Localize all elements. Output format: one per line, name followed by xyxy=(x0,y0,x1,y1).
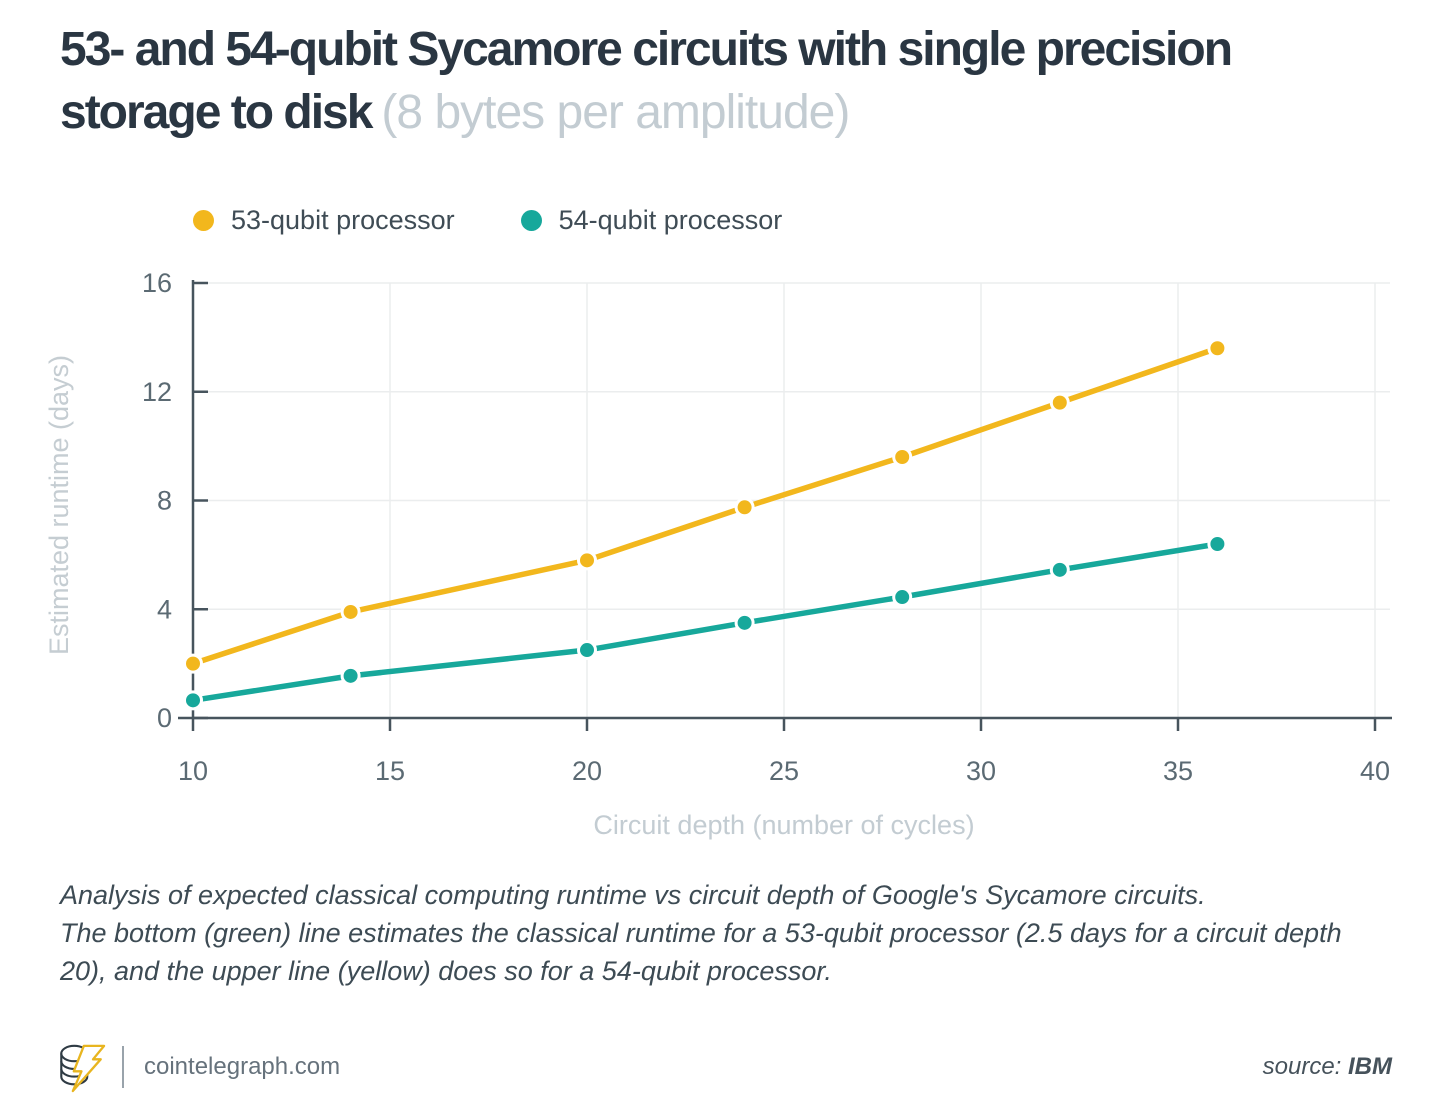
data-point xyxy=(1207,534,1228,554)
y-tick-label: 4 xyxy=(157,594,172,624)
legend-label: 53-qubit processor xyxy=(231,205,455,235)
legend-label: 54-qubit processor xyxy=(558,205,783,235)
data-point xyxy=(1049,559,1070,580)
source-label: source: xyxy=(1262,1053,1342,1080)
caption-line-3: 20), and the upper line (yellow) does so… xyxy=(60,956,832,986)
y-tick-label: 12 xyxy=(142,377,172,407)
caption-line-2: The bottom (green) line estimates the cl… xyxy=(60,918,1342,948)
data-point xyxy=(1049,392,1070,413)
y-tick-label: 8 xyxy=(157,486,172,516)
chart-legend: 53-qubit processor 54-qubit processor xyxy=(193,205,782,236)
legend-dot-icon xyxy=(193,210,214,231)
x-tick-label: 10 xyxy=(178,756,208,786)
legend-item-1: 53-qubit processor xyxy=(193,205,455,236)
chart-caption: Analysis of expected classical computing… xyxy=(60,876,1405,990)
data-point xyxy=(1207,338,1228,359)
title-line-2-bold: storage to disk xyxy=(60,86,373,139)
data-point xyxy=(892,587,913,608)
footer-source: source: IBM xyxy=(1263,1053,1392,1081)
chart-tick-marks xyxy=(191,281,1377,731)
chart-series xyxy=(183,338,1228,711)
legend-dot-icon xyxy=(520,210,542,231)
y-axis-label: Estimated runtime (days) xyxy=(44,355,74,655)
x-tick-label: 30 xyxy=(966,756,996,786)
source-value: IBM xyxy=(1348,1053,1392,1080)
footer: cointelegraph.com source: IBM xyxy=(0,1038,1450,1098)
data-point xyxy=(183,690,203,711)
cointelegraph-logo-icon xyxy=(60,1044,106,1093)
page-title: 53- and 54-qubit Sycamore circuits with … xyxy=(60,18,1400,144)
data-point xyxy=(183,653,203,674)
footer-site: cointelegraph.com xyxy=(144,1053,341,1080)
title-line-1: 53- and 54-qubit Sycamore circuits with … xyxy=(60,23,1233,76)
chart-gridlines xyxy=(193,282,1390,718)
data-point xyxy=(577,640,597,661)
data-point xyxy=(734,497,755,518)
x-tick-label: 20 xyxy=(572,756,602,786)
caption-line-1: Analysis of expected classical computing… xyxy=(60,880,1206,910)
title-line-2-note: (8 bytes per amplitude) xyxy=(381,86,850,139)
title-line-2: storage to disk (8 bytes per amplitude) xyxy=(60,81,1400,144)
x-tick-label: 25 xyxy=(769,756,799,786)
y-tick-label: 16 xyxy=(142,268,172,298)
data-point xyxy=(577,550,597,571)
legend-item-2: 54-qubit processor xyxy=(520,205,783,236)
chart-svg: 10 15 20 25 30 35 40 0 4 8 12 16 Circuit depth (num… xyxy=(44,268,1392,840)
x-tick-label: 40 xyxy=(1360,756,1390,786)
footer-divider xyxy=(122,1046,124,1088)
y-tick-label: 0 xyxy=(157,703,172,733)
x-axis-label: Circuit depth (number of cycles) xyxy=(593,810,974,840)
data-point xyxy=(340,601,361,622)
data-point xyxy=(340,665,361,686)
chart-tick-labels: 10 15 20 25 30 35 40 0 4 8 12 16 xyxy=(142,268,1390,786)
x-tick-label: 35 xyxy=(1163,756,1193,786)
data-point xyxy=(734,612,755,633)
data-point xyxy=(892,447,913,467)
x-tick-label: 15 xyxy=(375,756,405,786)
